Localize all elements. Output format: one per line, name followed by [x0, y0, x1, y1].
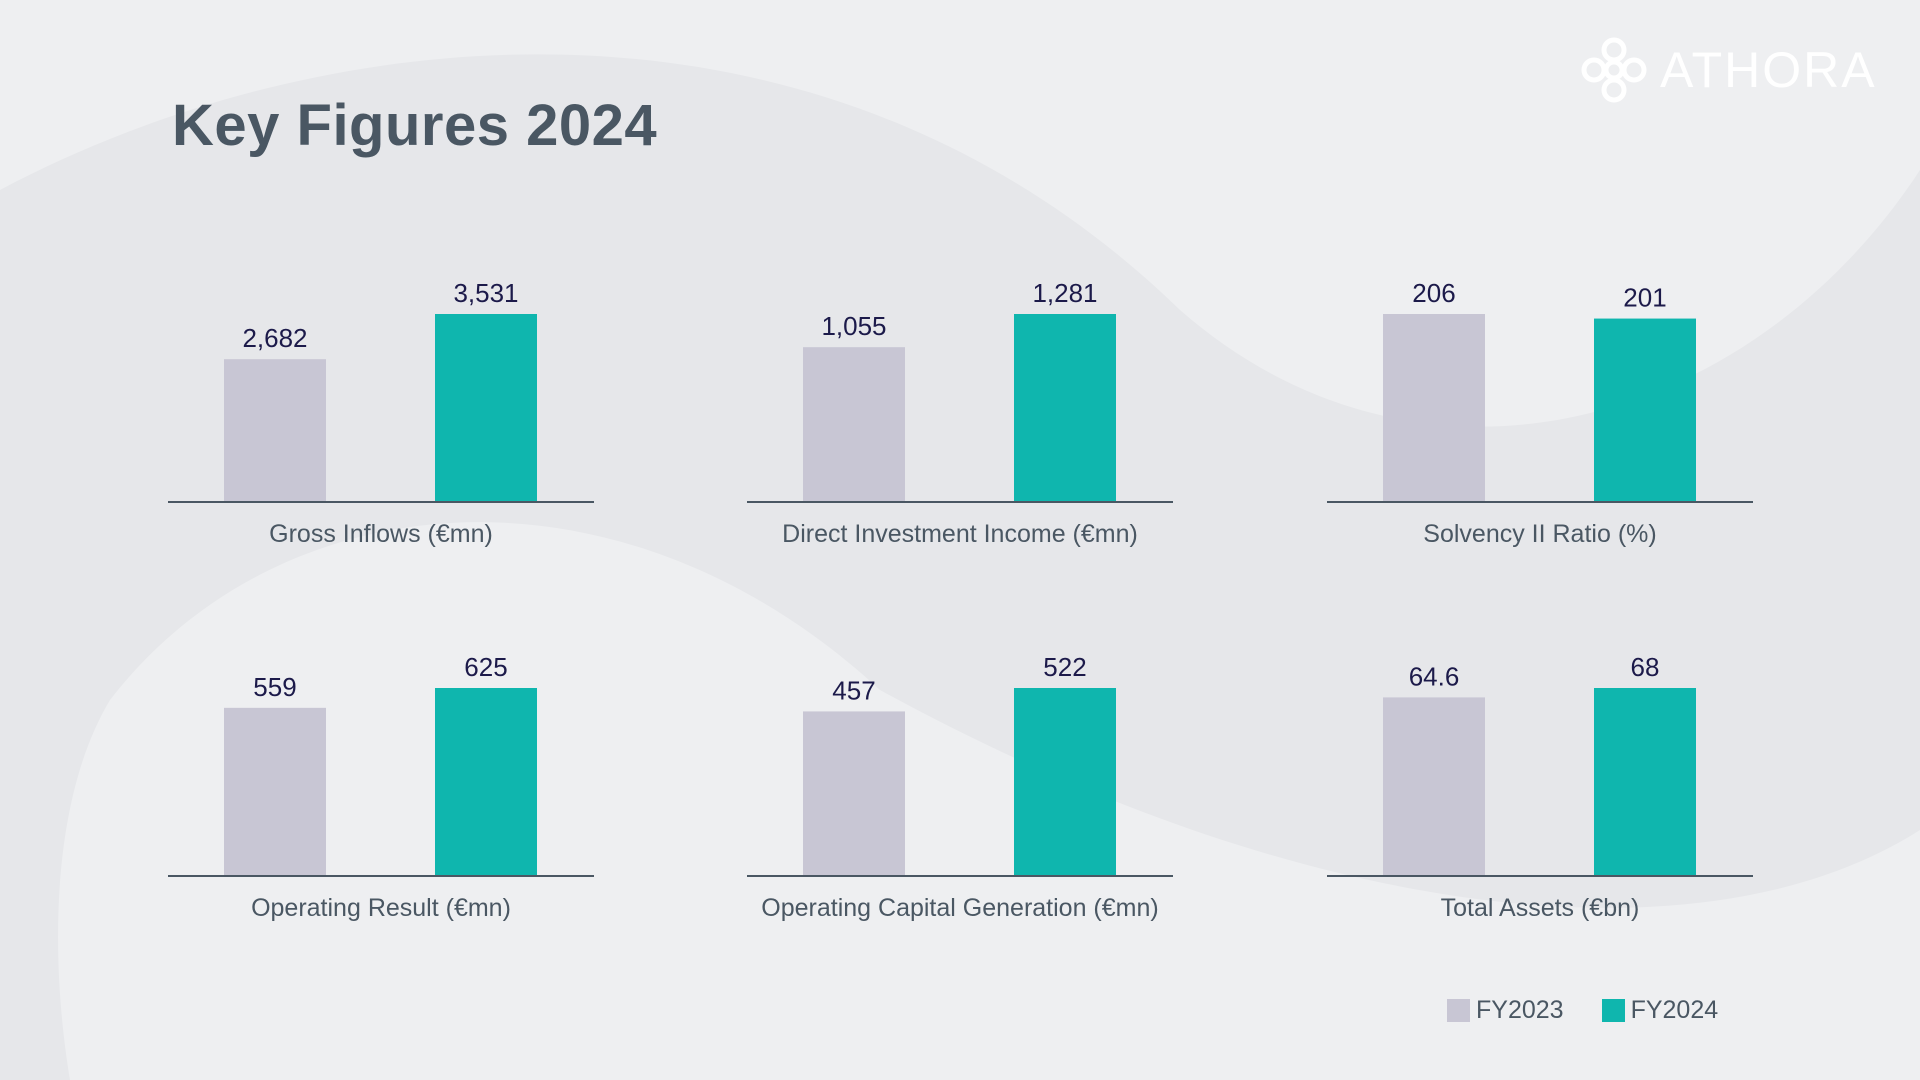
- bar-fy2024: [1594, 688, 1696, 876]
- chart-title: Operating Capital Generation (€mn): [761, 894, 1158, 922]
- legend-swatch-fy2024: [1601, 999, 1625, 1022]
- data-label-fy2023: 559: [253, 672, 296, 702]
- data-label-fy2024: 625: [464, 652, 507, 682]
- chart-gross-inflows-mn: 2,682 3,531 Gross Inflows (€mn): [168, 278, 594, 548]
- data-label-fy2024: 1,281: [1032, 278, 1097, 308]
- bar-fy2023: [803, 347, 905, 502]
- chart-operating-result-mn: 559 625 Operating Result (€mn): [168, 652, 594, 922]
- chart-title: Solvency II Ratio (%): [1423, 520, 1656, 548]
- data-label-fy2024: 3,531: [453, 278, 518, 308]
- chart-title: Total Assets (€bn): [1441, 894, 1640, 922]
- data-label-fy2023: 457: [832, 675, 875, 705]
- bar-fy2024: [435, 688, 537, 876]
- chart-operating-capital-generation-mn: 457 522 Operating Capital Generation (€mn): [747, 652, 1173, 922]
- data-label-fy2024: 201: [1623, 283, 1666, 313]
- bar-fy2024: [1594, 318, 1696, 502]
- legend-label-fy2023: FY2023: [1476, 996, 1564, 1024]
- chart-total-assets-bn: 64.6 68 Total Assets (€bn): [1327, 652, 1753, 922]
- data-label-fy2024: 68: [1631, 652, 1660, 682]
- chart-direct-investment-income-mn: 1,055 1,281 Direct Investment Income (€mn): [747, 278, 1173, 548]
- page-title: Key Figures 2024: [172, 93, 658, 158]
- bar-fy2024: [1014, 688, 1116, 876]
- legend-item-fy2024: FY2024: [1601, 996, 1719, 1025]
- logo-mark-icon: [1581, 37, 1647, 103]
- data-label-fy2023: 64.6: [1409, 661, 1460, 691]
- bar-fy2023: [1383, 314, 1485, 502]
- chart-title: Operating Result (€mn): [251, 894, 511, 922]
- legend-swatch-fy2023: [1447, 999, 1470, 1022]
- bar-fy2023: [224, 707, 326, 876]
- bar-fy2023: [1383, 697, 1485, 876]
- bar-fy2024: [435, 314, 537, 502]
- chart-title: Gross Inflows (€mn): [269, 520, 493, 548]
- legend-item-fy2023: FY2023: [1447, 996, 1564, 1025]
- bar-fy2023: [224, 359, 326, 502]
- data-label-fy2023: 206: [1412, 278, 1455, 308]
- data-label-fy2024: 522: [1043, 652, 1086, 682]
- chart-legend: FY2023 FY2024: [1447, 996, 1718, 1025]
- legend-label-fy2024: FY2024: [1630, 996, 1719, 1024]
- data-label-fy2023: 2,682: [242, 323, 307, 353]
- bar-fy2024: [1014, 314, 1116, 502]
- data-label-fy2023: 1,055: [821, 311, 886, 341]
- athora-logo: ATHORA: [1580, 36, 1877, 104]
- chart-solvency-ii-ratio: 206 201 Solvency II Ratio (%): [1327, 278, 1753, 548]
- bar-fy2023: [803, 711, 905, 876]
- logo-text: ATHORA: [1660, 42, 1877, 98]
- chart-title: Direct Investment Income (€mn): [782, 520, 1138, 548]
